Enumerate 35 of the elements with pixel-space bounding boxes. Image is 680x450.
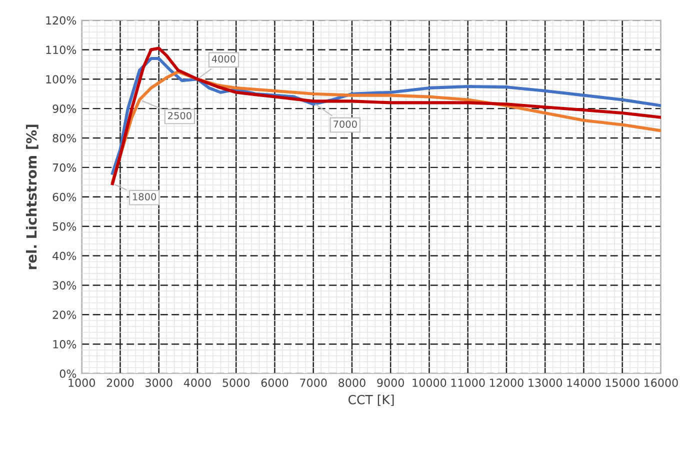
x-tick-label: 14000 bbox=[567, 378, 601, 387]
x-tick-label: 2000 bbox=[106, 378, 134, 387]
annotation: 7000 bbox=[334, 120, 357, 128]
y-tick-label: 120% bbox=[46, 16, 76, 25]
x-tick-label: 16000 bbox=[644, 378, 678, 387]
y-tick-label: 30% bbox=[52, 281, 76, 290]
annotation: 1800 bbox=[133, 193, 156, 200]
x-tick-label: 8000 bbox=[338, 378, 366, 387]
annotation: 2500 bbox=[168, 112, 192, 120]
x-tick-label: 9000 bbox=[377, 378, 404, 387]
x-tick-label: 15000 bbox=[606, 378, 640, 387]
x-axis-title: CCT [K] bbox=[348, 394, 394, 406]
x-tick-label: 12000 bbox=[490, 378, 524, 387]
x-tick-label: 1000 bbox=[68, 378, 95, 387]
x-tick-label: 13000 bbox=[528, 378, 562, 387]
x-tick-label: 4000 bbox=[184, 378, 211, 387]
y-tick-label: 0% bbox=[60, 369, 76, 378]
y-tick-label: 50% bbox=[52, 222, 76, 231]
y-tick-label: 40% bbox=[52, 252, 76, 260]
x-tick-label: 5000 bbox=[222, 378, 250, 387]
y-tick-label: 20% bbox=[52, 310, 76, 320]
annotation: 4000 bbox=[212, 55, 236, 63]
x-tick-label: 6000 bbox=[261, 378, 288, 387]
y-tick-label: 10% bbox=[53, 340, 76, 348]
x-tick-label: 7000 bbox=[300, 378, 327, 387]
y-tick-label: 60% bbox=[52, 192, 76, 202]
y-tick-label: 110% bbox=[46, 46, 76, 54]
y-axis-title: rel. Lichtstrom [%] bbox=[26, 124, 38, 270]
y-tick-label: 90% bbox=[52, 104, 76, 113]
y-tick-label: 80% bbox=[52, 134, 76, 142]
x-tick-label: 3000 bbox=[146, 378, 172, 387]
y-tick-label: 100% bbox=[46, 75, 76, 84]
x-tick-label: 10000 bbox=[412, 378, 446, 387]
x-tick-label: 11000 bbox=[451, 378, 485, 387]
y-tick-label: 70% bbox=[52, 163, 76, 172]
